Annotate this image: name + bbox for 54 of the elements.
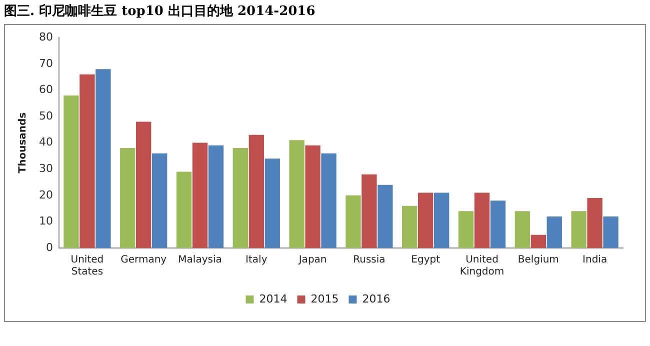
x-tick-label: Russia — [353, 254, 386, 266]
y-tick-label: 10 — [38, 214, 53, 228]
x-tick-label: India — [582, 254, 608, 266]
bar — [96, 69, 111, 248]
chart-title: 图三. 印尼咖啡生豆 top10 出口目的地 2014-2016 — [4, 3, 316, 20]
bar — [378, 184, 393, 248]
y-tick-label: 0 — [46, 240, 53, 254]
x-tick-label: Germany — [120, 254, 167, 266]
bar — [571, 211, 586, 248]
bar — [120, 148, 136, 248]
bar — [80, 74, 95, 248]
bar — [474, 192, 490, 248]
bar — [64, 95, 79, 248]
bar — [530, 234, 546, 248]
bar — [264, 158, 280, 248]
y-tick-label: 50 — [38, 109, 53, 122]
bar — [152, 153, 168, 248]
bar — [587, 198, 602, 248]
y-tick-label: 30 — [38, 162, 53, 175]
x-tick-label: Egypt — [411, 254, 440, 266]
bar — [418, 192, 434, 248]
y-tick-label: 60 — [38, 83, 53, 96]
bar — [434, 192, 450, 248]
bar — [305, 145, 320, 248]
bar — [514, 211, 530, 248]
bar — [248, 134, 264, 248]
bar — [603, 216, 618, 248]
y-tick-label: 70 — [38, 56, 53, 70]
bar — [136, 122, 152, 248]
y-tick-label: 80 — [38, 30, 53, 44]
x-tick-label: Japan — [298, 254, 327, 266]
bar — [362, 174, 377, 248]
bar — [192, 142, 208, 248]
x-tick-label: United Kingdom — [460, 254, 504, 278]
bar — [232, 148, 248, 248]
y-tick-label: 20 — [38, 188, 53, 202]
legend-label: 2016 — [362, 292, 390, 306]
legend-label: 2015 — [310, 292, 339, 306]
bar — [402, 206, 418, 248]
bar — [490, 200, 506, 248]
bar — [346, 195, 361, 248]
x-tick-label: Belgium — [518, 254, 559, 266]
bar — [208, 145, 224, 248]
bar — [546, 216, 562, 248]
bar — [176, 172, 192, 248]
x-tick-label: Italy — [246, 254, 268, 266]
bar — [321, 153, 336, 248]
x-tick-label: United States — [70, 254, 104, 278]
legend-label: 2014 — [259, 292, 288, 306]
bar — [458, 211, 474, 248]
x-tick-label: Malaysia — [178, 254, 222, 266]
bar — [289, 140, 304, 248]
y-axis-title: Thousands — [18, 112, 29, 174]
y-tick-label: 40 — [38, 136, 53, 149]
